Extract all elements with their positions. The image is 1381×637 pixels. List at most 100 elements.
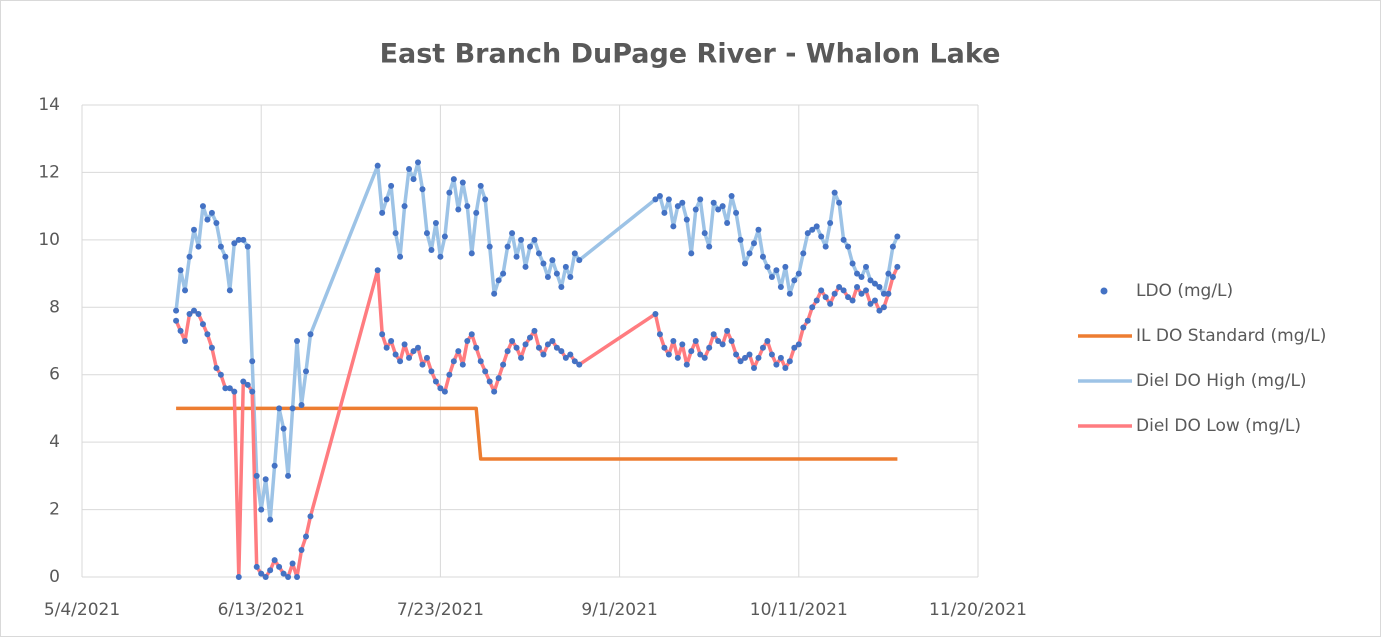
data-point [670, 223, 677, 230]
data-point [455, 348, 462, 355]
data-point [535, 344, 542, 351]
data-point [419, 361, 426, 368]
data-point [495, 277, 502, 284]
data-point [518, 236, 525, 243]
data-point [482, 368, 489, 375]
data-point [464, 338, 471, 344]
data-point [518, 354, 525, 361]
data-point [733, 351, 740, 358]
data-point [840, 236, 847, 243]
data-point [504, 348, 511, 355]
data-point [759, 253, 766, 260]
data-point [509, 230, 516, 237]
data-point [719, 203, 726, 210]
data-point [217, 243, 224, 250]
data-point [688, 250, 695, 257]
data-point [665, 351, 672, 358]
data-point [558, 348, 565, 355]
data-point [670, 338, 677, 344]
data-point [836, 199, 843, 206]
y-tick-label: 6 [49, 365, 60, 385]
data-point [208, 209, 215, 216]
data-point [759, 344, 766, 351]
series-line [176, 406, 898, 461]
data-point [441, 233, 448, 240]
x-tick-label: 5/4/2021 [44, 600, 120, 620]
data-point [410, 176, 417, 183]
data-point [276, 563, 283, 570]
data-point [191, 226, 197, 233]
data-point [191, 307, 197, 314]
data-point [858, 273, 865, 280]
data-point [571, 358, 578, 365]
data-point [280, 570, 287, 577]
data-point [522, 263, 529, 270]
data-point [845, 294, 852, 301]
data-point [222, 253, 229, 260]
data-point [768, 273, 775, 280]
data-point [383, 196, 390, 203]
data-point [715, 338, 722, 344]
data-point [880, 304, 887, 311]
legend-marker [1100, 287, 1108, 295]
data-point [204, 216, 211, 223]
data-point [423, 354, 430, 361]
data-point [876, 307, 883, 314]
data-point [544, 273, 551, 280]
data-point [406, 166, 413, 173]
data-point [374, 267, 381, 274]
data-point [303, 533, 309, 540]
data-point [173, 307, 180, 314]
legend-label: Diel DO Low (mg/L) [1136, 416, 1301, 436]
data-point [818, 233, 825, 240]
data-point [755, 226, 762, 233]
data-point [249, 388, 256, 395]
data-point [253, 472, 260, 479]
data-point [531, 236, 538, 243]
data-point [392, 230, 399, 237]
data-point [768, 351, 775, 358]
data-point [204, 331, 211, 338]
data-point [652, 196, 659, 203]
data-point [773, 361, 780, 368]
data-point [724, 327, 731, 334]
data-point [441, 388, 448, 395]
data-point [710, 199, 717, 206]
data-point [697, 351, 704, 358]
data-point [258, 506, 265, 513]
data-point [298, 547, 305, 554]
data-point [746, 250, 753, 257]
y-tick-label: 12 [38, 162, 60, 182]
data-point [240, 378, 247, 385]
data-point [701, 354, 708, 361]
data-point [253, 563, 260, 570]
data-point [692, 206, 699, 213]
data-point [249, 358, 256, 365]
data-point [455, 206, 462, 213]
y-tick-label: 4 [49, 432, 60, 452]
data-point [415, 344, 421, 351]
data-point [840, 287, 847, 294]
legend-label: LDO (mg/L) [1136, 281, 1233, 301]
data-point [208, 344, 215, 351]
y-tick-label: 2 [49, 500, 60, 520]
data-point [782, 364, 789, 371]
data-point [571, 250, 578, 257]
data-point [665, 196, 672, 203]
data-point [576, 361, 583, 368]
data-point [177, 327, 184, 334]
data-point [199, 321, 206, 328]
data-point [553, 344, 560, 351]
data-point [706, 344, 713, 351]
data-point [392, 351, 399, 358]
data-point [809, 304, 816, 311]
data-point [871, 280, 878, 287]
data-point [540, 260, 547, 267]
data-point [692, 338, 699, 344]
data-point [397, 253, 404, 260]
data-point [688, 348, 695, 355]
data-point [764, 263, 771, 270]
data-point [831, 290, 838, 297]
data-point [863, 287, 869, 294]
